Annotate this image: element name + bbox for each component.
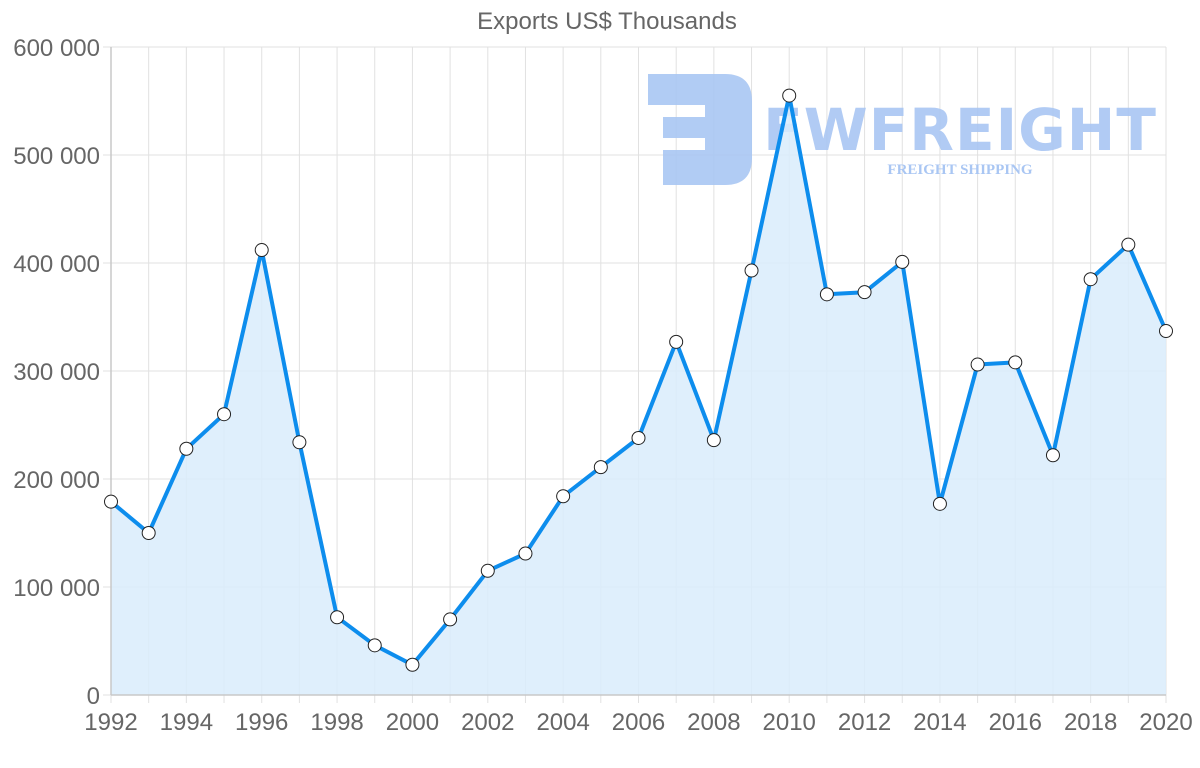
- data-point[interactable]: 2009: 393000: [744, 263, 759, 278]
- data-point[interactable]: 2000: 28000: [405, 657, 420, 672]
- axes: [110, 47, 1166, 696]
- data-point[interactable]: 2018: 385000: [1083, 272, 1098, 287]
- x-tick-label: 2016: [989, 709, 1042, 736]
- data-point[interactable]: 2010: 555000: [782, 88, 797, 103]
- data-point[interactable]: 1995: 260000: [217, 407, 232, 422]
- y-tick-label: 600 000: [13, 35, 100, 62]
- x-tick-label: 2020: [1139, 709, 1192, 736]
- x-tick-label: 1996: [235, 709, 288, 736]
- data-points: 1992: 179000 1993: 150000 1994: 228000 1995…: [104, 88, 1173, 672]
- data-point[interactable]: 1996: 412000: [254, 243, 269, 258]
- y-tick-label: 100 000: [13, 575, 100, 602]
- y-tick-label: 500 000: [13, 143, 100, 170]
- data-point[interactable]: 1994: 228000: [179, 441, 194, 456]
- data-point[interactable]: 1993: 150000: [141, 526, 156, 540]
- data-point[interactable]: 2020: 337000: [1159, 324, 1173, 339]
- x-tick-label: 2018: [1064, 709, 1117, 736]
- data-point[interactable]: 2013: 401000: [895, 254, 910, 269]
- data-point[interactable]: 2014: 177000: [932, 496, 947, 511]
- x-tick-label: 1994: [160, 709, 213, 736]
- data-point[interactable]: 1999: 46000: [367, 638, 382, 653]
- y-tick-label: 0: [87, 683, 100, 710]
- x-tick-label: 2010: [763, 709, 816, 736]
- data-point[interactable]: 2006: 238000: [631, 430, 646, 445]
- data-point[interactable]: 1998: 72000: [330, 610, 345, 625]
- y-tick-label: 300 000: [13, 359, 100, 386]
- fwfreight-logo-icon: [648, 74, 752, 185]
- watermark-tagline: FREIGHT SHIPPING: [887, 162, 1032, 178]
- data-point[interactable]: 2008: 236000: [706, 433, 721, 448]
- x-tick-label: 1992: [84, 709, 137, 736]
- x-tick-label: 2012: [838, 709, 891, 736]
- y-tick-label: 400 000: [13, 251, 100, 278]
- data-point[interactable]: 2003: 131000: [518, 546, 533, 561]
- x-tick-label: 2008: [687, 709, 740, 736]
- x-tick-label: 2004: [536, 709, 589, 736]
- data-point[interactable]: 2007: 327000: [669, 334, 684, 349]
- data-point[interactable]: 1992: 179000: [104, 494, 118, 509]
- data-point[interactable]: 2015: 306000: [970, 357, 985, 372]
- series-area-fill: [111, 95, 1166, 696]
- data-point[interactable]: 2019: 417000: [1121, 237, 1136, 252]
- x-tick-label: 1998: [310, 709, 363, 736]
- y-axis-labels: 0 100 000 200 000 300 000 400 000 500 000 600 …: [13, 35, 100, 710]
- watermark-brand: FWFREIGHT: [763, 96, 1157, 164]
- data-point[interactable]: 2002: 115000: [480, 563, 495, 578]
- data-point[interactable]: 2012: 373000: [857, 285, 872, 300]
- x-tick-label: 2006: [612, 709, 665, 736]
- data-point[interactable]: 2005: 211000: [593, 460, 608, 475]
- fwfreight-watermark: FWFREIGHT FREIGHT SHIPPING: [648, 74, 1157, 185]
- data-point[interactable]: 1997: 234000: [292, 435, 307, 450]
- data-point[interactable]: 2001: 70000: [443, 612, 458, 627]
- y-tick-label: 200 000: [13, 467, 100, 494]
- x-tick-label: 2002: [461, 709, 514, 736]
- data-point[interactable]: 2011: 371000: [819, 287, 834, 302]
- data-point[interactable]: 2004: 184000: [556, 489, 571, 504]
- data-point[interactable]: 2016: 308000: [1008, 355, 1023, 370]
- x-tick-label: 2000: [386, 709, 439, 736]
- x-tick-label: 2014: [913, 709, 966, 736]
- chart-title: Exports US$ Thousands: [477, 8, 737, 35]
- x-axis-labels: 1992 1994 1996 1998 2000 2002 2004 2006 2008 2010…: [84, 709, 1192, 736]
- data-point[interactable]: 2017: 222000: [1045, 448, 1060, 463]
